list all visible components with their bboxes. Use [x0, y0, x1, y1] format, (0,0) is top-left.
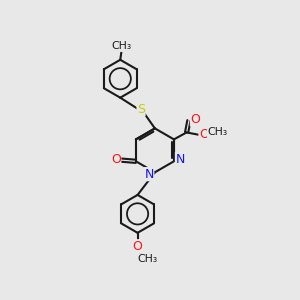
- Text: CH₃: CH₃: [111, 41, 131, 51]
- Text: O: O: [133, 240, 142, 253]
- Text: O: O: [199, 128, 209, 141]
- Text: O: O: [190, 113, 200, 126]
- Text: CH₃: CH₃: [137, 254, 157, 264]
- Text: O: O: [111, 153, 121, 166]
- Text: N: N: [176, 152, 185, 166]
- Text: N: N: [144, 168, 154, 181]
- Text: S: S: [137, 103, 145, 116]
- Text: CH₃: CH₃: [208, 128, 228, 137]
